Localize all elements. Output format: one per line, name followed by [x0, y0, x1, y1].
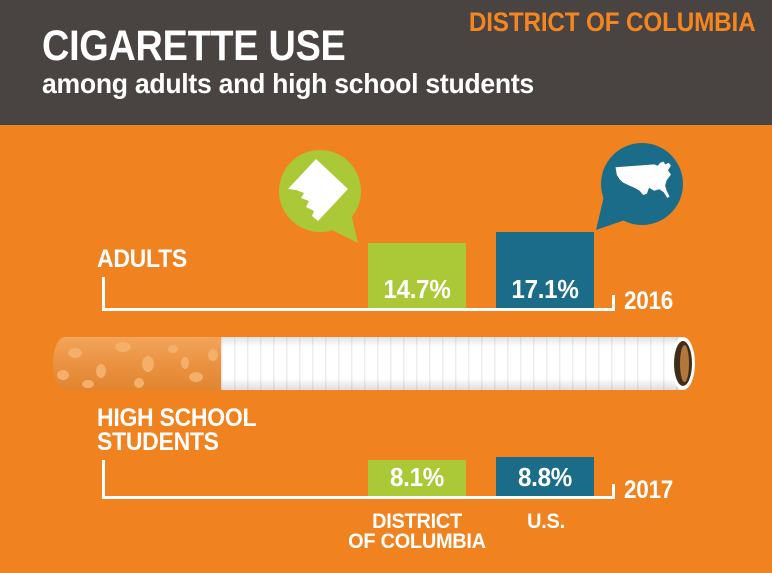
adults-bracket-vertical [102, 277, 105, 311]
high-school-bars: 8.1% 8.8% [368, 457, 594, 496]
axis-label-us: U.S. [527, 510, 565, 533]
adults-bars: 14.7% 17.1% [368, 232, 594, 308]
cigarette-end [671, 337, 695, 390]
bar-adults-dc: 14.7% [368, 243, 466, 308]
us-bubble-tail [596, 196, 625, 230]
group-label-hs-line1: HIGH SCHOOL [97, 404, 257, 432]
dc-speech-bubble [279, 150, 361, 243]
cigarette-image [53, 337, 695, 390]
hs-year-tick [612, 484, 615, 497]
us-map-icon [615, 161, 671, 198]
bar-value-label: 8.1% [390, 462, 444, 492]
adults-baseline [102, 308, 615, 311]
group-label-high-school: HIGH SCHOOL STUDENTS [97, 404, 270, 456]
hs-baseline [102, 496, 615, 499]
bar-value-label: 14.7% [383, 274, 451, 304]
cigarette-filter [53, 337, 223, 390]
page-subtitle-text: among adults and high school students [42, 68, 534, 99]
region-label-text: DISTRICT OF COLUMBIA [468, 7, 755, 37]
bar-hs-us: 8.8% [496, 457, 594, 496]
bar-value-label: 17.1% [511, 274, 579, 304]
page-subtitle: among adults and high school students [42, 69, 560, 99]
us-speech-bubble [596, 143, 683, 230]
dc-map-icon [288, 159, 348, 221]
year-label-2016: 2016 [624, 287, 673, 315]
adults-year-tick [612, 295, 615, 309]
cigarette-paper [221, 337, 683, 390]
page-title: CIGARETTE USE [42, 24, 387, 68]
cigarette-tobacco [680, 345, 689, 382]
region-label: DISTRICT OF COLUMBIA [437, 7, 755, 38]
bar-hs-dc: 8.1% [368, 460, 466, 496]
hs-bracket-vertical [102, 460, 105, 499]
page-title-text: CIGARETTE USE [42, 22, 346, 70]
header-bar: DISTRICT OF COLUMBIA CIGARETTE USE among… [0, 0, 772, 125]
group-label-adults-text: ADULTS [97, 245, 187, 273]
bar-adults-us: 17.1% [496, 232, 594, 308]
axis-label-district-of-columbia: DISTRICT OF COLUMBIA [348, 510, 486, 553]
bar-value-label: 8.8% [518, 462, 572, 492]
group-label-hs-line2: STUDENTS [97, 428, 219, 456]
group-label-adults: ADULTS [97, 245, 195, 273]
year-label-2017: 2017 [624, 476, 673, 504]
